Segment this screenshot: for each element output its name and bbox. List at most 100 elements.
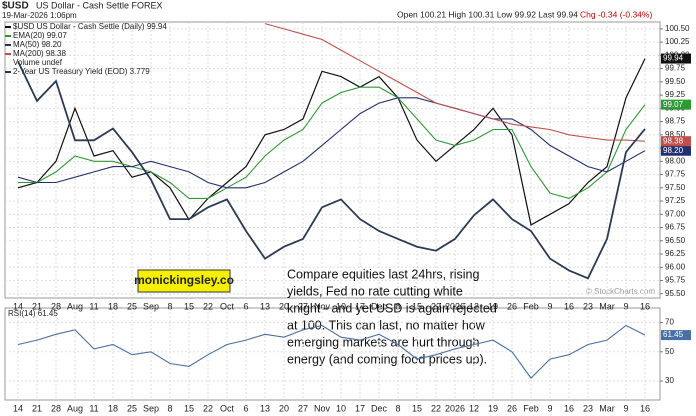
legend-entry: MA(50) 98.20 <box>13 40 62 49</box>
x-tick-label: 8 <box>395 403 400 413</box>
x-tick-label: 17 <box>355 403 365 413</box>
annotation-line: at 100. This can last, no matter how <box>287 318 486 332</box>
annotation-line: yields, Fed no rate cutting white <box>287 284 463 298</box>
y-tick-label: 96.25 <box>665 249 686 258</box>
x-tick-label: 11 <box>89 403 98 413</box>
y-tick-label: 96.00 <box>665 262 686 271</box>
x-tick-label: 8 <box>167 403 172 413</box>
y-tick-label: 96.75 <box>665 223 686 232</box>
y-tick-label: 97.50 <box>665 183 686 192</box>
x-tick-label: Sep <box>143 403 159 413</box>
y-tick-label: 30 <box>665 376 674 385</box>
x-tick-label: 28 <box>51 301 61 311</box>
x-tick-label: Dec <box>371 301 388 311</box>
credit: © StockCharts.com <box>586 287 655 296</box>
annotation-line: emerging markets are hurt through <box>287 335 480 349</box>
legend-entry: $USD US Dollar - Cash Settle (Daily) 99.… <box>13 22 167 31</box>
x-tick-label: 10 <box>336 403 346 413</box>
x-tick-label: Nov <box>314 403 331 413</box>
x-tick-label: 8 <box>167 301 172 311</box>
y-tick-label: 50 <box>665 347 674 356</box>
last-value-label: 98.38 <box>663 136 684 145</box>
last-value-tag <box>661 136 691 147</box>
series-line <box>17 324 646 379</box>
x-tick-label: Aug <box>67 403 83 413</box>
symbol: $USD <box>2 1 29 12</box>
x-tick-label: 19 <box>488 301 498 311</box>
x-tick-label: Aug <box>67 301 83 311</box>
date: 19-Mar-2026 1:06pm <box>2 11 77 20</box>
x-tick-label: 16 <box>640 403 650 413</box>
x-tick-label: 22 <box>431 403 441 413</box>
legend-entry: EMA(20) 99.07 <box>13 31 67 40</box>
change: Chg -0.34 (-0.34%) <box>580 9 652 19</box>
x-tick-label: 15 <box>184 403 194 413</box>
x-tick-label: 27 <box>298 403 308 413</box>
x-tick-label: 26 <box>507 301 517 311</box>
y-tick-label: 99.75 <box>665 64 686 73</box>
x-tick-label: Feb <box>523 403 539 413</box>
x-tick-label: 10 <box>336 301 346 311</box>
x-tick-label: 12 <box>469 403 479 413</box>
last-value-tag <box>661 99 691 110</box>
y-tick-label: 95.75 <box>665 276 686 285</box>
x-tick-label: 15 <box>184 301 194 311</box>
x-tick-label: 14 <box>13 403 23 413</box>
x-tick-label: 19 <box>488 403 498 413</box>
x-tick-label: 9 <box>547 301 552 311</box>
x-tick-label: 15 <box>412 301 422 311</box>
y-tick-label: 97.00 <box>665 209 686 218</box>
x-tick-label: 6 <box>243 403 248 413</box>
series-line <box>17 61 646 280</box>
x-tick-label: 11 <box>89 301 98 311</box>
y-tick-label: 97.25 <box>665 196 686 205</box>
x-tick-label: 13 <box>260 301 270 311</box>
y-tick-label: 98.00 <box>665 156 686 165</box>
subtitle: US Dollar - Cash Settle FOREX <box>36 0 163 10</box>
rsi-pane <box>4 307 661 401</box>
x-tick-label: 23 <box>583 301 593 311</box>
price-pane <box>4 21 661 299</box>
x-tick-label: Nov <box>314 301 331 311</box>
x-tick-label: Mar <box>599 403 615 413</box>
x-tick-label: 21 <box>32 301 42 311</box>
x-tick-label: 17 <box>355 301 365 311</box>
x-tick-label: 2026 <box>445 403 465 413</box>
x-tick-label: 20 <box>279 301 289 311</box>
x-tick-label: 2026 <box>445 301 465 311</box>
x-tick-label: Feb <box>523 301 539 311</box>
annotation-line: knight - and yet USD is again rejected <box>287 301 497 315</box>
last-value-label: 98.20 <box>663 146 684 155</box>
series-line <box>17 97 646 189</box>
legend-entry: Volume undef <box>13 58 63 67</box>
x-tick-label: Oct <box>220 403 235 413</box>
x-tick-label: 22 <box>203 403 213 413</box>
y-tick-label: 99.25 <box>665 90 686 99</box>
x-tick-label: 18 <box>108 301 118 311</box>
y-tick-label: 99.50 <box>665 77 686 86</box>
annotation-box-text: monickingsley.co <box>134 273 234 287</box>
y-tick-label: 98.50 <box>665 130 686 139</box>
quote: Open 100.21 High 100.31 Low 99.92 Last 9… <box>397 9 578 19</box>
legend-entry: RSI(14) 61.45 <box>8 309 58 318</box>
y-tick-label: 97.75 <box>665 170 686 179</box>
last-value-tag <box>661 53 691 64</box>
x-tick-label: 16 <box>564 301 574 311</box>
y-tick-label: 95.50 <box>665 289 686 298</box>
y-tick-label: 70 <box>665 318 674 327</box>
y-tick-label: 98.75 <box>665 117 686 126</box>
x-tick-label: 22 <box>203 301 213 311</box>
legend-entry: 2-Year US Treasury Yield (EOD) 3.779 <box>13 67 150 76</box>
x-tick-label: Sep <box>143 301 159 311</box>
last-value-tag <box>661 145 691 156</box>
x-tick-label: 25 <box>127 403 137 413</box>
series-line <box>264 23 646 142</box>
x-tick-label: 22 <box>431 301 441 311</box>
last-value-tag <box>661 330 691 341</box>
last-value-label: 99.07 <box>663 100 684 109</box>
legend-entry: MA(200) 98.38 <box>13 49 66 58</box>
x-tick-label: 18 <box>108 403 118 413</box>
annotation-box <box>137 269 231 293</box>
y-tick-label: 96.50 <box>665 236 686 245</box>
